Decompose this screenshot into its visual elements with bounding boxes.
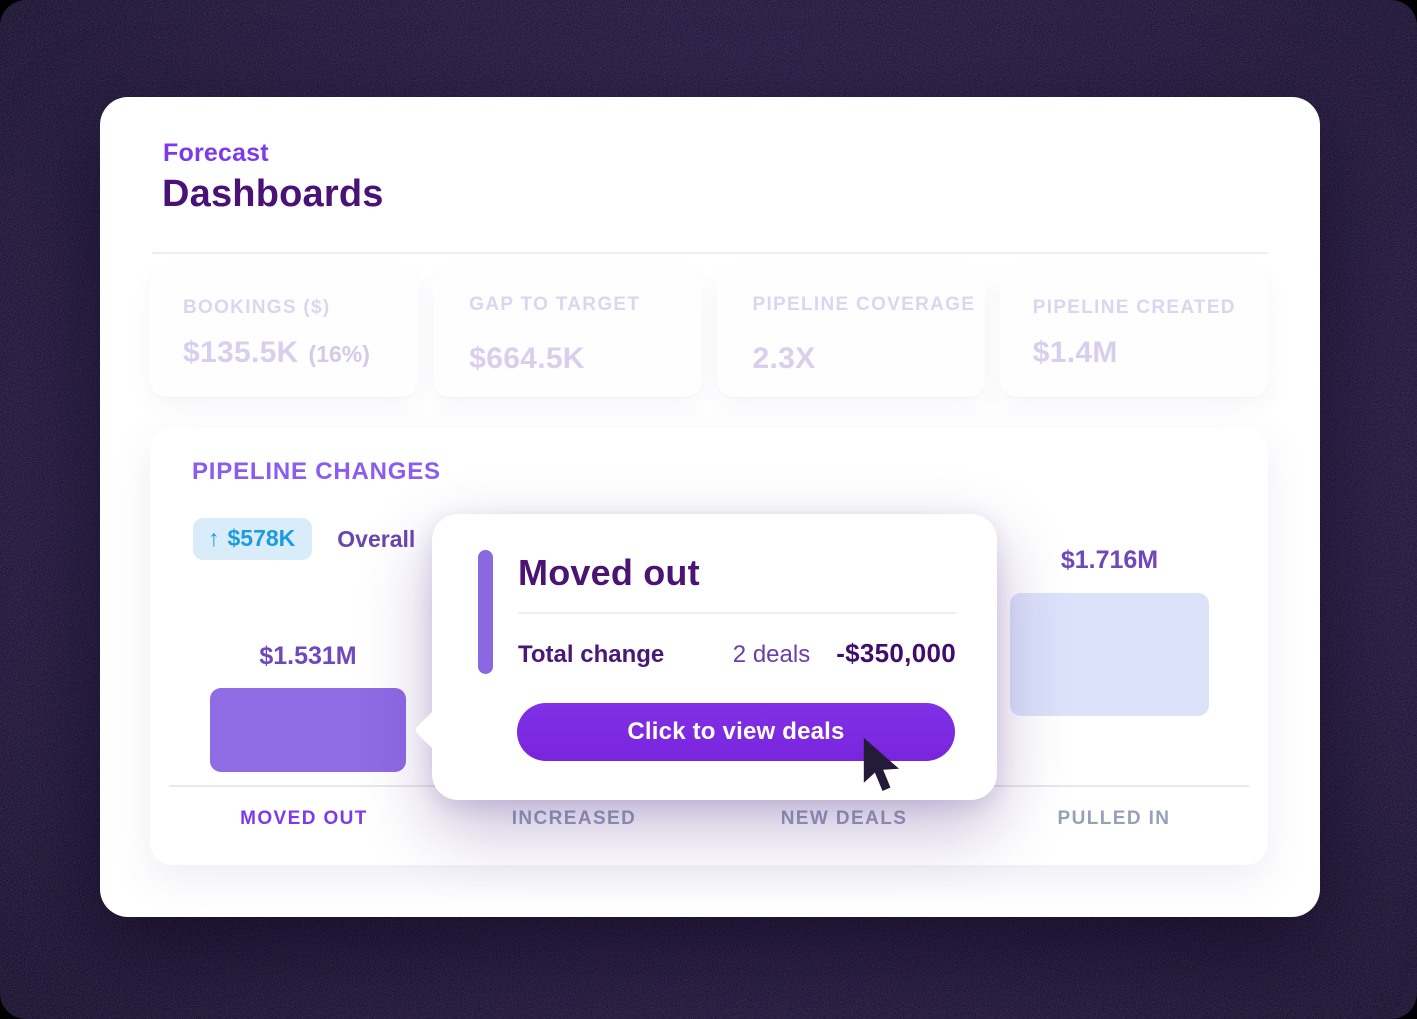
stat-value: $1.4M bbox=[1032, 336, 1118, 369]
stat-label: BOOKINGS ($) bbox=[183, 297, 331, 318]
stat-label: PIPELINE COVERAGE bbox=[752, 294, 976, 315]
tooltip-divider bbox=[518, 612, 956, 614]
stat-label: GAP TO TARGET bbox=[469, 294, 641, 315]
tooltip-title: Moved out bbox=[518, 552, 700, 593]
delta-badge-value: $578K bbox=[227, 525, 296, 551]
view-deals-button-label: Click to view deals bbox=[627, 718, 845, 745]
stat-label: PIPELINE CREATED bbox=[1032, 297, 1236, 318]
category-pulled-in[interactable]: PULLED IN bbox=[1057, 808, 1171, 829]
forecast-eyebrow: Forecast bbox=[163, 139, 269, 167]
tooltip-accent-bar bbox=[478, 550, 493, 674]
total-change-amount: -$350,000 bbox=[836, 638, 956, 668]
stat-card-pipeline-created: PIPELINE CREATED $1.4M bbox=[999, 270, 1268, 397]
stat-value: 2.3X bbox=[752, 342, 816, 375]
header-divider bbox=[152, 252, 1268, 254]
total-change-label: Total change bbox=[518, 641, 665, 668]
stat-suffix: (16%) bbox=[308, 341, 370, 367]
stat-card-bookings: BOOKINGS ($) $135.5K (16%) bbox=[150, 270, 419, 397]
bar-value-pulled-in: $1.716M bbox=[1060, 546, 1159, 574]
chart-category-labels: MOVED OUT INCREASED NEW DEALS PULLED IN bbox=[169, 808, 1249, 830]
category-new-deals[interactable]: NEW DEALS bbox=[780, 808, 908, 829]
stat-value: $664.5K bbox=[469, 342, 585, 375]
pipeline-changes-heading: PIPELINE CHANGES bbox=[192, 458, 441, 485]
bar-pulled-in[interactable] bbox=[1010, 593, 1209, 716]
category-moved-out[interactable]: MOVED OUT bbox=[240, 808, 368, 829]
deals-count: 2 deals bbox=[732, 641, 811, 668]
delta-badge-caption: Overall bbox=[337, 525, 416, 552]
overall-delta-badge[interactable]: ↑ $578K bbox=[193, 518, 313, 560]
stat-card-gap-to-target: GAP TO TARGET $664.5K bbox=[433, 270, 702, 397]
category-increased[interactable]: INCREASED bbox=[511, 808, 637, 829]
stat-value: $135.5K bbox=[183, 336, 299, 369]
kpi-stats-row: BOOKINGS ($) $135.5K (16%) GAP TO TARGET… bbox=[150, 270, 1268, 397]
bar-moved-out[interactable] bbox=[210, 688, 406, 772]
bar-value-moved-out: $1.531M bbox=[259, 642, 357, 670]
moved-out-tooltip: Moved out Total change 2 deals -$350,000… bbox=[413, 514, 997, 800]
stat-card-pipeline-coverage: PIPELINE COVERAGE 2.3X bbox=[716, 270, 985, 397]
arrow-up-icon: ↑ bbox=[208, 525, 220, 551]
page-title: Dashboards bbox=[162, 173, 384, 215]
view-deals-button[interactable]: Click to view deals bbox=[517, 703, 955, 761]
